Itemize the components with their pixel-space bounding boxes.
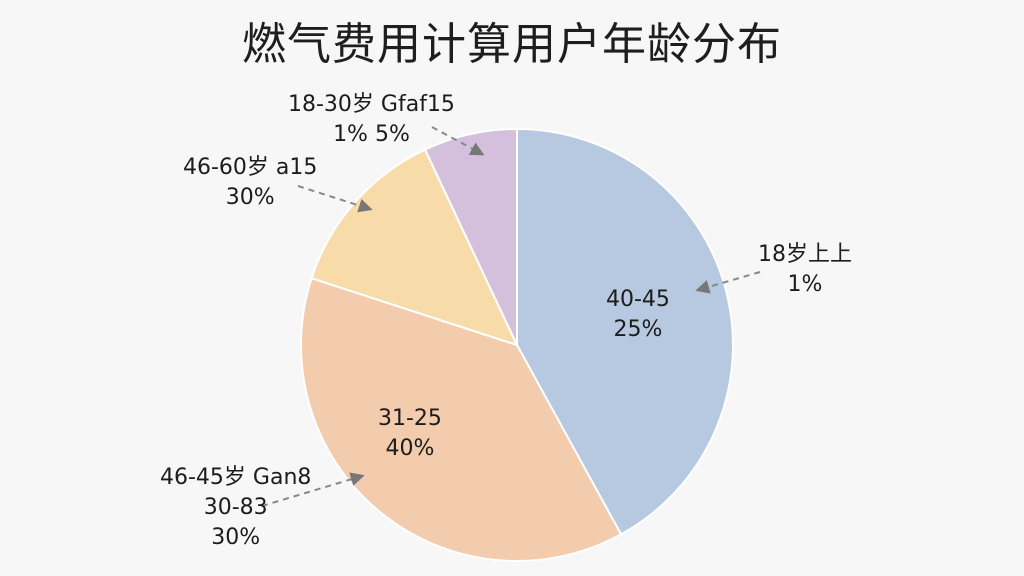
label-31-25: 31-25 40% [378,406,442,461]
chart-title: 燃气费用计算用户年龄分布 [242,19,782,70]
pie-slice-peach [300,276,623,562]
label-46-60: 46-60岁 a15 30% [183,155,318,210]
pie-slice-purple [423,127,518,346]
pie-slice-blue [516,127,734,536]
label-18-30: 18-30岁 Gfaf15 1% 5% [288,92,455,147]
leader-line-18-30 [431,126,485,156]
pie-slices [300,127,734,562]
leader-line-46-60 [297,185,373,213]
label-18-above: 18岁上上 1% [758,242,852,297]
label-40-45: 40-45 25% [606,287,670,342]
leader-lines [261,126,761,507]
label-46-45: 46-45岁 Gan8 30-83 30% [160,465,312,550]
pie-slice-yellow [310,148,519,347]
